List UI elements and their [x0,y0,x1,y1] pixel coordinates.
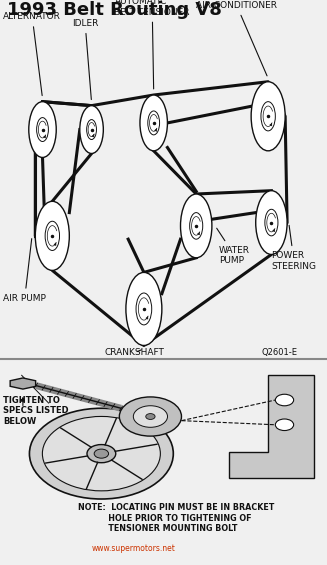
Circle shape [275,394,294,406]
Circle shape [119,397,181,436]
Circle shape [87,120,96,140]
Circle shape [35,201,69,271]
Polygon shape [229,375,314,479]
Circle shape [148,111,160,135]
Text: WATER
PUMP: WATER PUMP [217,228,250,265]
Text: CRANKSHAFT: CRANKSHAFT [105,348,164,357]
Text: NOTE:  LOCATING PIN MUST BE IN BRACKET
           HOLE PRIOR TO TIGHTENING OF
  : NOTE: LOCATING PIN MUST BE IN BRACKET HO… [78,503,275,533]
Text: www.supermotors.net: www.supermotors.net [92,544,175,553]
Circle shape [45,221,60,250]
Circle shape [80,106,103,154]
Circle shape [140,95,167,151]
Text: POWER
STEERING: POWER STEERING [271,225,317,271]
Circle shape [133,406,167,427]
Text: Q2601-E: Q2601-E [262,348,298,357]
Circle shape [181,194,212,258]
Text: 1993 Belt Routing V8: 1993 Belt Routing V8 [7,1,221,19]
Text: AIR CONDITIONER: AIR CONDITIONER [196,1,277,76]
Circle shape [136,293,152,325]
Circle shape [87,445,116,463]
Circle shape [43,416,160,491]
Circle shape [190,212,203,239]
Circle shape [251,82,285,151]
Circle shape [126,272,162,345]
Circle shape [275,419,294,431]
Text: TIGHTEN TO
SPECS LISTED
BELOW: TIGHTEN TO SPECS LISTED BELOW [3,396,69,425]
Circle shape [256,190,287,254]
Circle shape [29,102,56,158]
Circle shape [261,102,275,131]
Polygon shape [10,378,36,389]
Text: AUTOMATIC
BELT TENSIONER: AUTOMATIC BELT TENSIONER [114,0,190,89]
Text: AIR PUMP: AIR PUMP [3,238,46,303]
Circle shape [37,118,48,141]
Circle shape [94,449,109,458]
Circle shape [265,209,278,236]
Circle shape [29,408,173,499]
Circle shape [146,414,155,419]
Text: ALTERNATOR: ALTERNATOR [3,12,61,95]
Text: IDLER: IDLER [72,19,98,99]
